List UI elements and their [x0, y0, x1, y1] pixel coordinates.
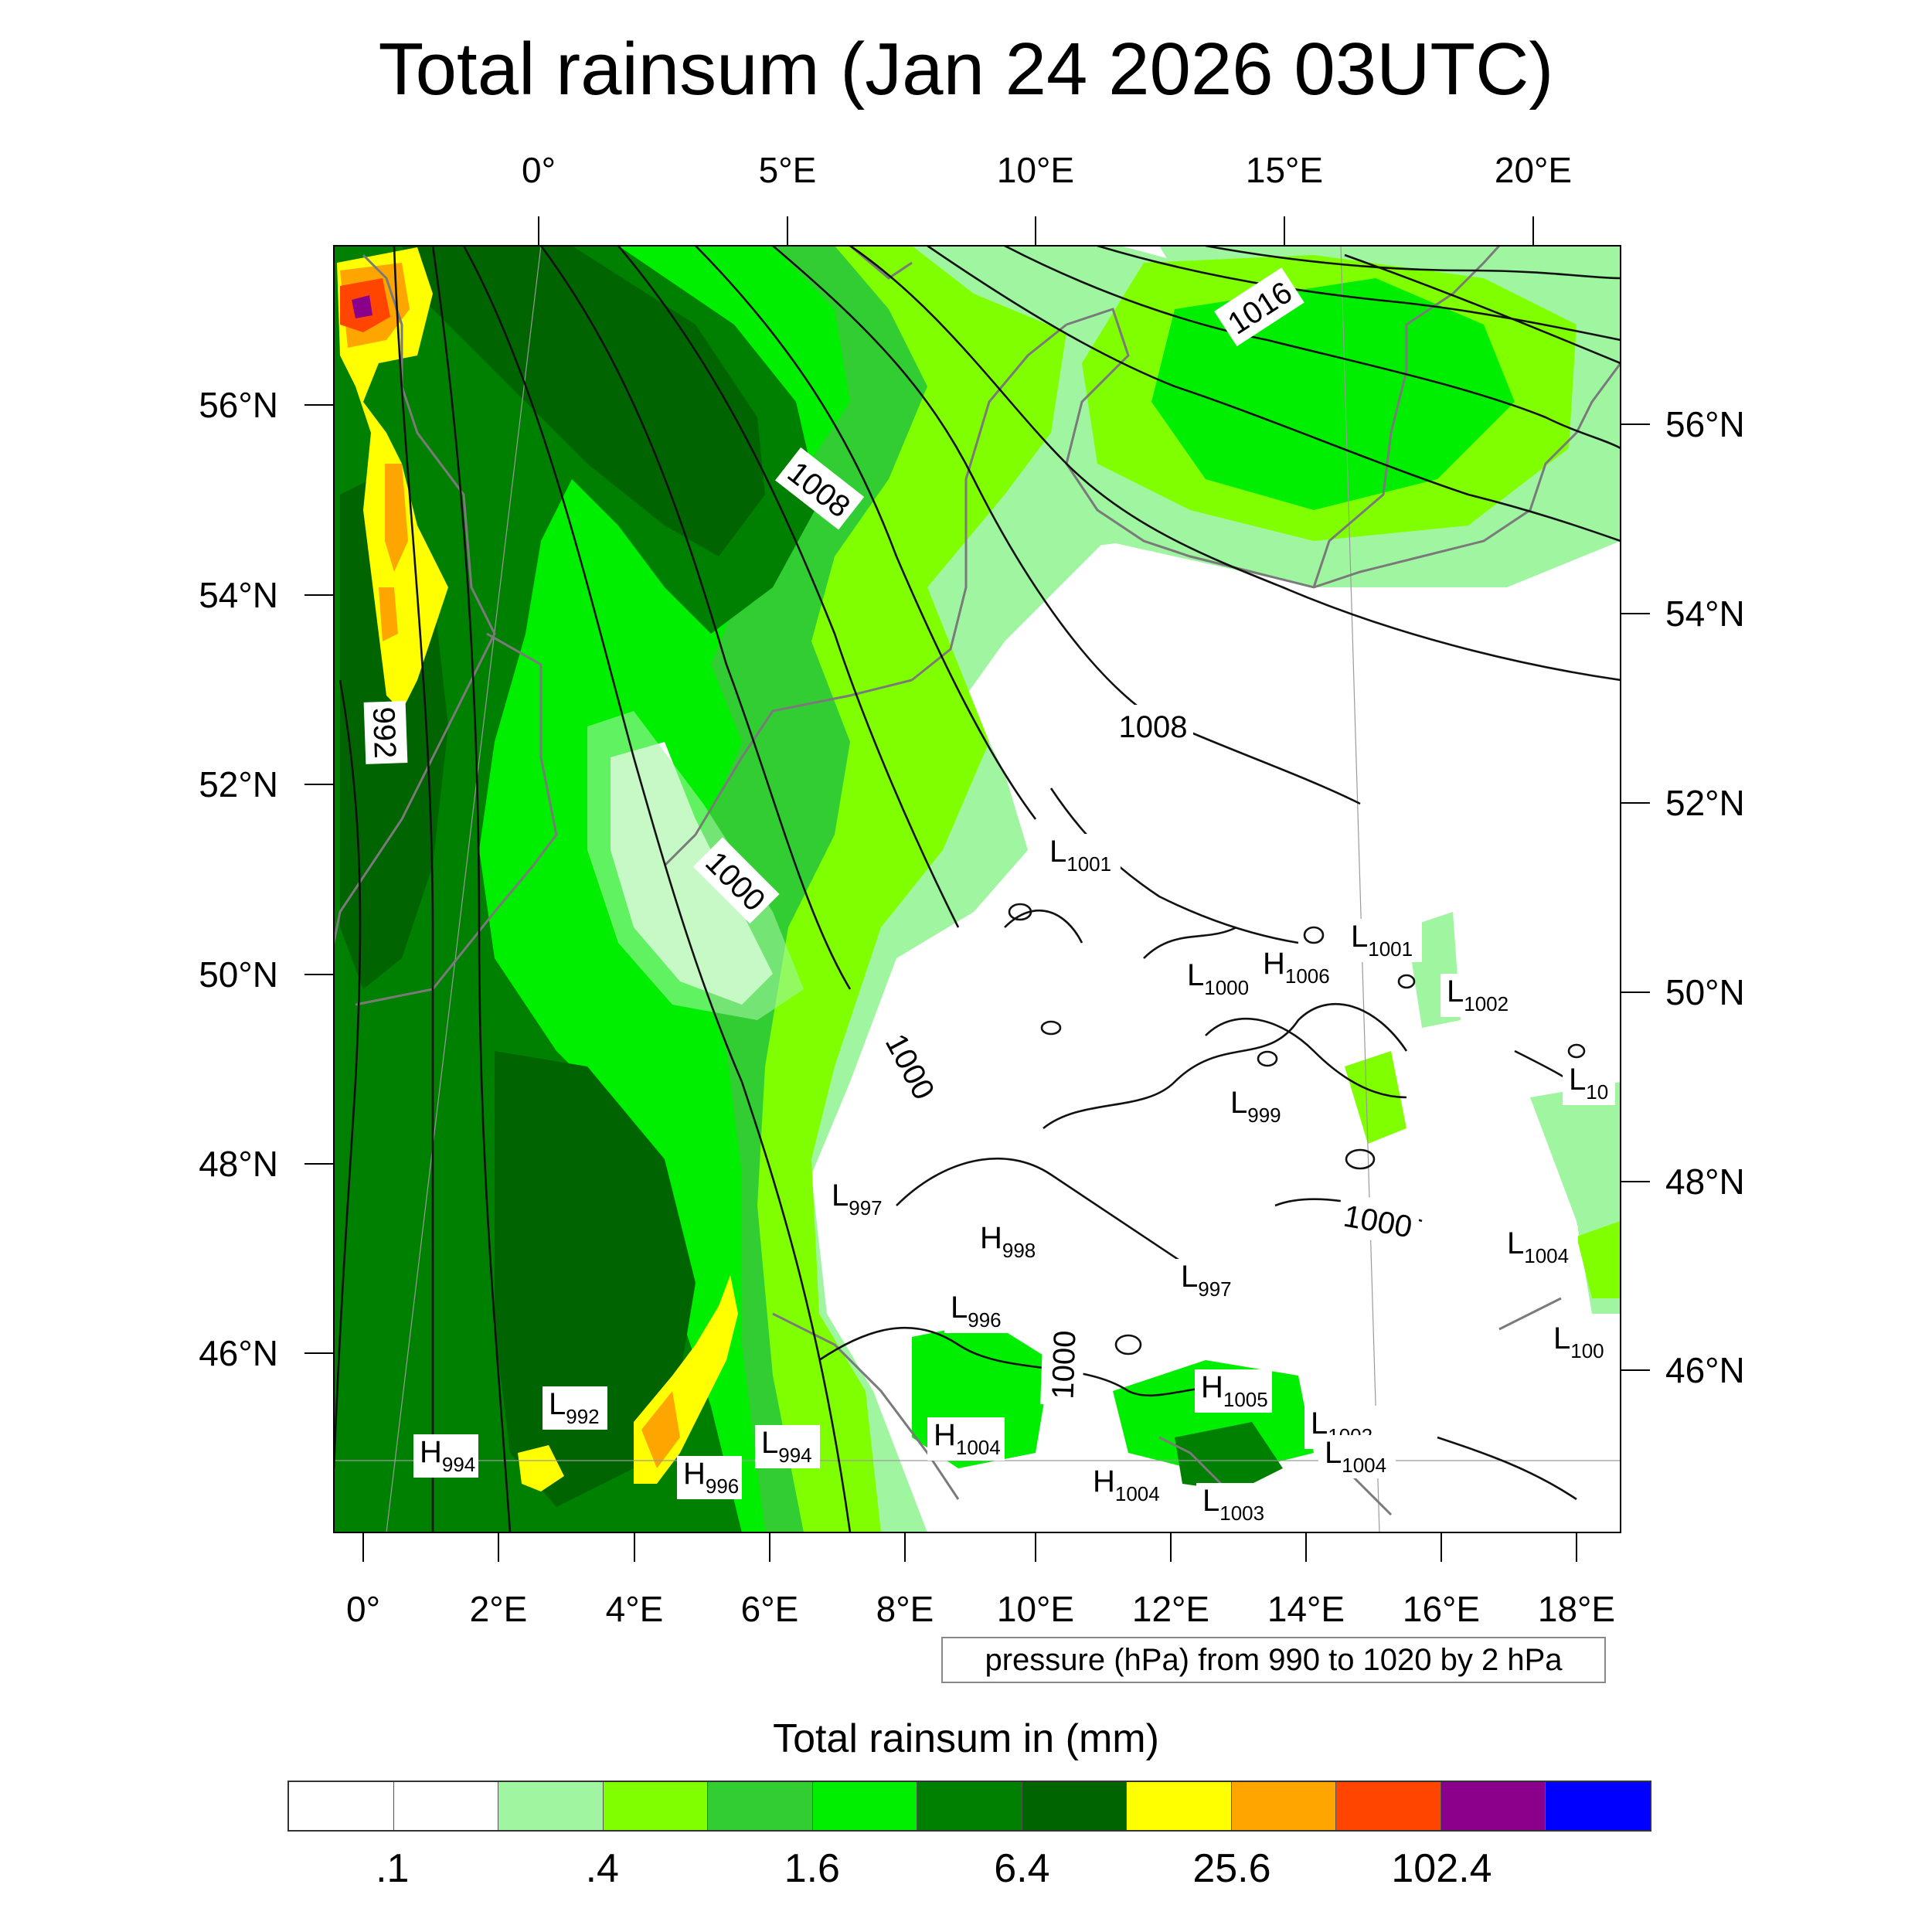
precipitation-field	[334, 246, 1621, 1532]
left-lat-label: 50°N	[199, 954, 278, 995]
top-lon-label: 0°	[522, 150, 556, 190]
top-lon-label: 15°E	[1246, 150, 1323, 190]
bottom-lon-label: 10°E	[997, 1589, 1074, 1629]
pressure-center-low: L996	[944, 1290, 1009, 1333]
map-title: Total rainsum (Jan 24 2026 03UTC)	[378, 28, 1554, 111]
colorbar-swatch	[917, 1782, 1022, 1830]
pressure-center-low: L10	[1563, 1062, 1615, 1105]
colorbar-swatch	[1127, 1782, 1232, 1830]
left-lat-label: 52°N	[199, 764, 278, 804]
pressure-center-low: L1003	[1196, 1483, 1274, 1526]
colorbar-swatch	[1231, 1782, 1337, 1830]
colorbar-swatch	[1336, 1782, 1441, 1830]
pressure-center-high: H998	[974, 1220, 1039, 1264]
colorbar-swatch	[708, 1782, 813, 1830]
colorbar-label: 6.4	[994, 1846, 1050, 1891]
bottom-lon-label: 12°E	[1132, 1589, 1209, 1629]
top-lon-label: 20°E	[1495, 150, 1572, 190]
right-lat-label: 54°N	[1665, 594, 1745, 634]
pressure-center-low: L994	[755, 1425, 820, 1468]
bottom-lon-label: 2°E	[470, 1589, 528, 1629]
colorbar-swatch	[289, 1782, 394, 1830]
left-lat-label: 46°N	[199, 1333, 278, 1373]
right-lat-label: 46°N	[1665, 1350, 1745, 1390]
map-frame: 0° 5°E 10°E 15°E 20°E 0° 2°E 4°E 6°E 8°E…	[199, 150, 1745, 1629]
pressure-center-high: H1005	[1195, 1369, 1272, 1413]
pressure-center-high: H1006	[1257, 946, 1334, 989]
colorbar-swatch	[498, 1782, 604, 1830]
bottom-lon-label: 0°	[346, 1589, 380, 1629]
colorbar-swatch	[812, 1782, 918, 1830]
pressure-center-low: L999	[1224, 1085, 1289, 1128]
bottom-lon-label: 14°E	[1267, 1589, 1345, 1629]
right-lat-label: 48°N	[1665, 1162, 1745, 1202]
pressure-center-label: L1000	[1187, 958, 1249, 999]
colorbar-title: Total rainsum in (mm)	[773, 1716, 1159, 1761]
pressure-center-low: L1000	[1181, 957, 1258, 1001]
colorbar	[287, 1781, 1651, 1832]
colorbar-swatch	[1440, 1782, 1546, 1830]
pressure-center-low: L1004	[1501, 1226, 1578, 1269]
pressure-center-low: L1002	[1440, 974, 1518, 1017]
right-lat-label: 52°N	[1665, 783, 1745, 823]
top-lon-label: 10°E	[997, 150, 1074, 190]
colorbar-swatch	[393, 1782, 499, 1830]
pressure-center-low: L1004	[1318, 1435, 1396, 1478]
bottom-lon-label: 18°E	[1538, 1589, 1615, 1629]
left-lat-label: 48°N	[199, 1144, 278, 1184]
isobar-label: 1008	[1119, 710, 1188, 744]
pressure-center-high: H996	[677, 1456, 742, 1499]
left-lat-label: 56°N	[199, 385, 278, 425]
bottom-lon-label: 4°E	[606, 1589, 664, 1629]
pressure-center-high: H1004	[1087, 1464, 1164, 1507]
colorbar-label: .4	[585, 1846, 619, 1891]
colorbar-label: 102.4	[1391, 1846, 1492, 1891]
right-lat-label: 50°N	[1665, 972, 1745, 1012]
pressure-center-low: L997	[825, 1178, 890, 1221]
isobars	[334, 246, 1621, 1532]
colorbar-label: .1	[376, 1846, 410, 1891]
pressure-center-high: H1004	[927, 1417, 1005, 1461]
isobar-label: 992	[366, 706, 402, 759]
pressure-center-low: L997	[1175, 1259, 1240, 1302]
colorbar-label: 25.6	[1192, 1846, 1271, 1891]
colorbar-swatch	[1022, 1782, 1128, 1830]
pressure-center-low: L100	[1547, 1321, 1612, 1364]
isobar-labels: 1016 1008 1008 992 1000 1000 1000 1000	[363, 267, 1422, 1406]
right-lat-label: 56°N	[1665, 404, 1745, 444]
bottom-lon-label: 16°E	[1403, 1589, 1480, 1629]
left-lat-label: 54°N	[199, 575, 278, 615]
top-lon-label: 5°E	[759, 150, 817, 190]
pressure-center-low: L1001	[1345, 919, 1422, 962]
pressure-center-high: H994	[413, 1434, 478, 1478]
pressure-center-low: L1001	[1043, 834, 1121, 877]
colorbar-swatch	[1546, 1782, 1650, 1830]
coastlines	[334, 246, 1621, 1516]
isobar-info-box: pressure (hPa) from 990 to 1020 by 2 hPa	[941, 1637, 1606, 1683]
pressure-center-low: L992	[543, 1386, 607, 1430]
bottom-lon-label: 6°E	[741, 1589, 799, 1629]
bottom-lon-label: 8°E	[876, 1589, 934, 1629]
colorbar-label: 1.6	[784, 1846, 840, 1891]
colorbar-swatch	[603, 1782, 709, 1830]
isobar-label: 1000	[1046, 1330, 1082, 1400]
